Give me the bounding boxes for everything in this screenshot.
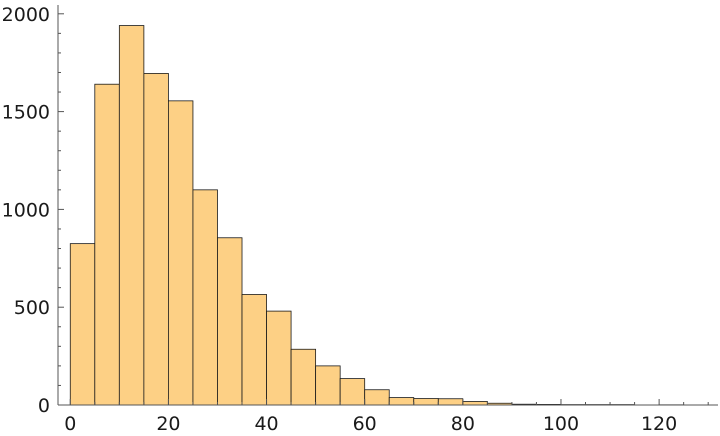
histogram-bar [290, 348, 317, 406]
histogram-bar [217, 237, 243, 406]
histogram-bar [192, 189, 218, 406]
y-tick-label: 2000 [2, 4, 50, 26]
histogram-bar [94, 83, 120, 406]
histogram-bar [266, 310, 292, 406]
histogram-bar [413, 398, 439, 406]
histogram-bar [241, 294, 267, 406]
bars-layer [69, 25, 685, 406]
x-tick-label: 0 [64, 413, 76, 435]
axes-layer: 0 500 1000 1500 2000 0 20 40 60 80 100 120 [2, 4, 718, 435]
histogram-bar [69, 243, 96, 406]
histogram-bar [364, 389, 390, 406]
x-tick-label: 20 [156, 413, 180, 435]
y-tick-label: 1500 [2, 102, 50, 124]
x-tick-label: 60 [353, 413, 377, 435]
histogram-bar [315, 365, 341, 406]
x-tick-label: 100 [543, 413, 579, 435]
y-tick-label: 1000 [2, 199, 50, 221]
y-tick-label: 500 [14, 297, 50, 319]
histogram-bar [388, 397, 415, 406]
y-tick-label: 0 [38, 395, 50, 417]
histogram-bar [143, 73, 169, 406]
histogram-bar [168, 100, 194, 406]
x-tick-label: 80 [451, 413, 475, 435]
histogram-bar [437, 398, 464, 406]
x-tick-label: 40 [254, 413, 278, 435]
histogram-bar [118, 25, 145, 406]
histogram-bar [339, 378, 366, 406]
histogram-bar [462, 401, 488, 406]
x-tick-label: 120 [641, 413, 677, 435]
